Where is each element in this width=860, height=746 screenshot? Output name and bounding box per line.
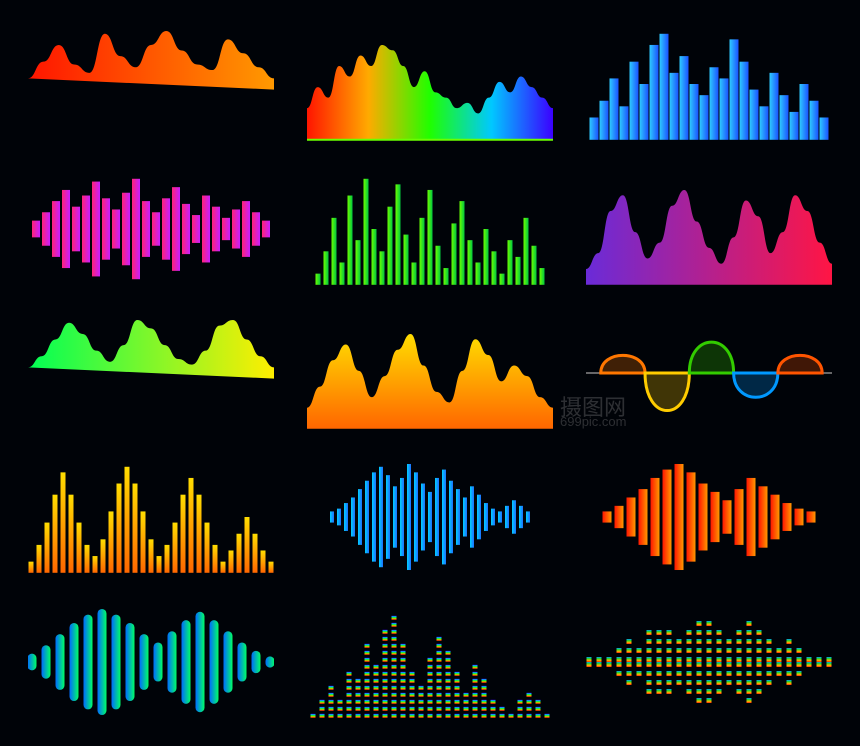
waveform-w6 bbox=[569, 156, 848, 300]
waveform-w5 bbox=[291, 156, 570, 300]
waveform-grid bbox=[0, 0, 860, 746]
waveform-w7 bbox=[12, 301, 291, 445]
waveform-w15 bbox=[569, 590, 848, 734]
waveform-w2 bbox=[291, 12, 570, 156]
waveform-w11 bbox=[291, 445, 570, 589]
waveform-w3 bbox=[569, 12, 848, 156]
waveform-w9 bbox=[569, 301, 848, 445]
waveform-w1 bbox=[12, 12, 291, 156]
waveform-w13 bbox=[12, 590, 291, 734]
waveform-w12 bbox=[569, 445, 848, 589]
waveform-w8 bbox=[291, 301, 570, 445]
waveform-w4 bbox=[12, 156, 291, 300]
waveform-w10 bbox=[12, 445, 291, 589]
waveform-w14 bbox=[291, 590, 570, 734]
